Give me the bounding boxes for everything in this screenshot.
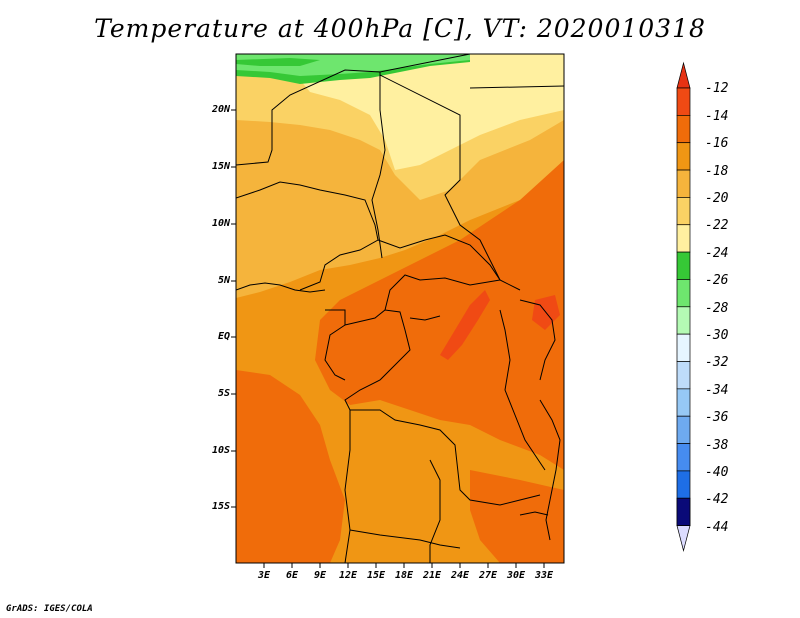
colorbar-label: -16	[705, 136, 729, 151]
border-line	[469, 85, 564, 89]
field-minus12-streak	[440, 290, 490, 360]
colorbar-segment	[676, 114, 691, 144]
credit-text: GrADS: IGES/COLA	[6, 604, 93, 614]
colorbar-segment	[676, 279, 691, 308]
field-minus24-inner	[236, 58, 320, 66]
colorbar-label: -44	[705, 520, 729, 535]
lon-label-3e: 3E	[257, 570, 271, 581]
lat-label-20n: 20N	[211, 104, 230, 115]
border-line	[379, 74, 521, 291]
colorbar-top-arrow	[676, 61, 691, 89]
field-minus14-central	[315, 160, 564, 470]
chart-title: Temperature at 400hPa [C], VT: 202001031…	[94, 14, 706, 43]
lat-label-10s: 10S	[211, 445, 230, 456]
border-line	[236, 181, 379, 291]
colorbar-label: -34	[705, 383, 729, 398]
lon-label-15e: 15E	[366, 570, 386, 581]
lon-label-21e: 21E	[422, 570, 442, 581]
lon-label-6e: 6E	[285, 570, 299, 581]
colorbar-segment	[676, 388, 691, 417]
field-minus14-southwest	[236, 370, 345, 563]
lat-label-eq: EQ	[217, 331, 230, 342]
colorbar-bottom-arrow	[676, 525, 691, 552]
lon-label-33e: 33E	[534, 570, 554, 581]
colorbar-label: -20	[705, 191, 729, 206]
colorbar-segment	[676, 87, 691, 116]
border-line	[344, 410, 351, 563]
border-line	[519, 511, 549, 516]
colorbar-label: -28	[705, 301, 729, 316]
lat-label-15n: 15N	[211, 161, 230, 172]
lat-label-10n: 10N	[211, 218, 230, 229]
colorbar-label: -30	[705, 328, 729, 343]
colorbar-segment	[676, 333, 691, 362]
lon-label-24e: 24E	[450, 570, 470, 581]
border-line	[429, 459, 441, 563]
colorbar-segment	[676, 361, 691, 390]
colorbar-label: -14	[705, 109, 729, 124]
map-border	[235, 53, 565, 564]
colorbar-label: -26	[705, 273, 729, 288]
border-line	[236, 282, 326, 293]
field-minus22-north	[300, 54, 564, 170]
colorbar-label: -18	[705, 164, 729, 179]
border-line	[325, 309, 541, 506]
colorbar-label: -38	[705, 438, 729, 453]
colorbar-segment	[676, 224, 691, 253]
lat-label-5n: 5N	[217, 275, 230, 286]
border-line	[324, 324, 346, 381]
colorbar	[676, 61, 691, 552]
colorbar-label: -32	[705, 355, 729, 370]
lon-label-12e: 12E	[338, 570, 358, 581]
lon-label-9e: 9E	[313, 570, 327, 581]
lat-ticks	[231, 109, 236, 508]
colorbar-segment	[676, 169, 691, 198]
lon-label-18e: 18E	[394, 570, 414, 581]
colorbar-segment	[676, 142, 691, 171]
colorbar-segment	[676, 470, 691, 499]
colorbar-label: -22	[705, 218, 729, 233]
border-line	[349, 529, 461, 549]
lon-label-27e: 27E	[478, 570, 498, 581]
colorbar-label: -12	[705, 81, 729, 96]
lon-label-30e: 30E	[506, 570, 526, 581]
border-line	[377, 234, 501, 311]
country-borders	[236, 54, 564, 563]
colorbar-segment	[676, 306, 691, 335]
lat-label-5s: 5S	[217, 388, 230, 399]
field-minus14-southeast	[470, 470, 564, 563]
colorbar-segment	[676, 251, 691, 280]
border-line	[409, 315, 441, 321]
colorbar-segment	[676, 197, 691, 226]
lat-label-15s: 15S	[211, 501, 230, 512]
colorbar-segment	[676, 443, 691, 472]
border-line	[379, 54, 471, 73]
colorbar-label: -36	[705, 410, 729, 425]
border-line	[539, 399, 561, 541]
temperature-field	[236, 54, 564, 563]
lon-ticks	[263, 563, 545, 568]
colorbar-label: -24	[705, 246, 729, 261]
border-line	[519, 299, 556, 381]
colorbar-segment	[676, 415, 691, 444]
colorbar-label: -40	[705, 465, 729, 480]
colorbar-segment	[676, 497, 691, 526]
colorbar-label: -42	[705, 492, 729, 507]
border-line	[499, 309, 546, 471]
